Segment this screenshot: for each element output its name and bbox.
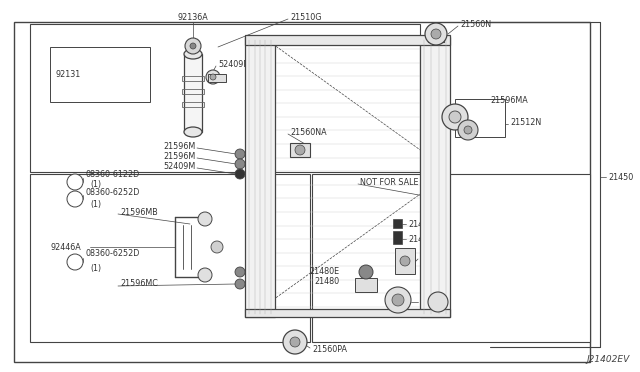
Text: 21596M: 21596M [164, 151, 196, 160]
Text: 21560NA: 21560NA [290, 128, 326, 137]
Circle shape [198, 212, 212, 226]
Circle shape [67, 174, 83, 190]
Text: 08360-6252D: 08360-6252D [85, 250, 140, 259]
Ellipse shape [184, 49, 202, 59]
Circle shape [290, 337, 300, 347]
Text: S: S [73, 179, 77, 185]
Bar [393, 219, 402, 228]
Bar [245, 309, 450, 317]
Text: (1): (1) [90, 180, 101, 189]
Text: 21596MC: 21596MC [120, 279, 158, 289]
Ellipse shape [184, 127, 202, 137]
Text: NOT FOR SALE: NOT FOR SALE [360, 177, 419, 186]
Circle shape [210, 74, 216, 80]
Circle shape [458, 120, 478, 140]
Circle shape [211, 241, 223, 253]
Bar [393, 231, 402, 244]
Text: 21480: 21480 [315, 278, 340, 286]
Bar [245, 35, 450, 45]
Bar [182, 76, 204, 81]
Circle shape [67, 254, 83, 270]
Text: 52409M: 52409M [164, 161, 196, 170]
Bar [290, 143, 310, 157]
Circle shape [206, 70, 220, 84]
Circle shape [235, 279, 245, 289]
Circle shape [185, 38, 201, 54]
Text: 21480E: 21480E [310, 267, 340, 276]
Text: 21596MA: 21596MA [490, 96, 528, 105]
Bar [395, 248, 415, 274]
Bar [182, 89, 204, 94]
Text: 92446A: 92446A [50, 243, 81, 251]
Bar [455, 99, 505, 137]
Text: 08360-6252D: 08360-6252D [85, 187, 140, 196]
Circle shape [392, 294, 404, 306]
Bar [208, 74, 226, 82]
Text: J21402EV: J21402EV [587, 356, 630, 365]
Bar [30, 174, 310, 342]
Bar [182, 102, 204, 107]
Circle shape [431, 29, 441, 39]
Text: 21480+B: 21480+B [408, 219, 445, 228]
Bar [30, 24, 420, 172]
Text: S: S [73, 196, 77, 202]
Bar [420, 37, 450, 317]
Text: 21560PA: 21560PA [312, 346, 347, 355]
Circle shape [449, 111, 461, 123]
Text: 92136A: 92136A [178, 13, 209, 22]
Bar [184, 54, 202, 132]
Bar [312, 174, 590, 342]
Circle shape [385, 287, 411, 313]
Circle shape [235, 169, 245, 179]
Circle shape [442, 104, 468, 130]
Text: S: S [73, 259, 77, 265]
Bar [355, 278, 377, 292]
Text: 21510G: 21510G [290, 13, 321, 22]
Text: (1): (1) [90, 263, 101, 273]
Text: 08360-6122D: 08360-6122D [85, 170, 140, 179]
Text: 21596M: 21596M [164, 141, 196, 151]
Circle shape [425, 23, 447, 45]
Bar [245, 37, 275, 317]
Circle shape [198, 268, 212, 282]
Circle shape [283, 330, 307, 354]
Circle shape [190, 43, 196, 49]
Text: 21450: 21450 [608, 173, 633, 182]
Circle shape [464, 126, 472, 134]
Circle shape [235, 267, 245, 277]
Circle shape [295, 145, 305, 155]
Text: (1): (1) [90, 199, 101, 208]
Text: 21560N: 21560N [460, 19, 491, 29]
Circle shape [400, 256, 410, 266]
Text: 21596MB: 21596MB [120, 208, 157, 217]
Text: 21512N: 21512N [510, 118, 541, 126]
Circle shape [235, 149, 245, 159]
Text: 21480+A: 21480+A [408, 234, 445, 244]
Text: 52409MA: 52409MA [218, 60, 256, 68]
Text: 21444N: 21444N [420, 253, 451, 262]
Text: 92131: 92131 [55, 70, 80, 78]
Circle shape [428, 292, 448, 312]
Text: 21560P: 21560P [420, 295, 450, 305]
Bar [428, 26, 444, 42]
Circle shape [235, 159, 245, 169]
Circle shape [359, 265, 373, 279]
Bar [50, 47, 150, 102]
Circle shape [67, 191, 83, 207]
